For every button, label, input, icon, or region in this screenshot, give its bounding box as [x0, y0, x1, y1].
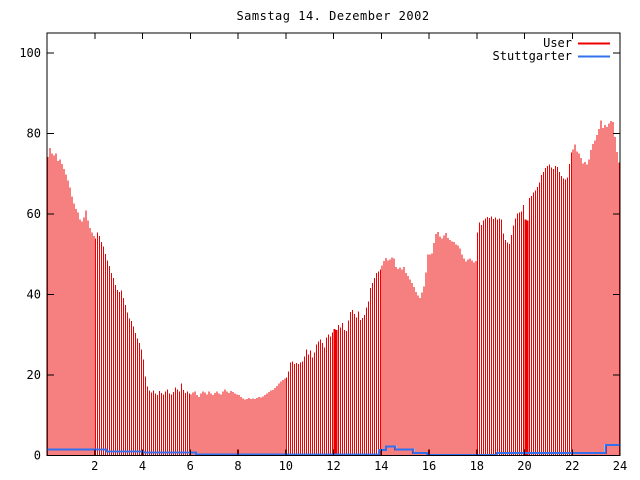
- x-tick-label: 2: [91, 459, 98, 473]
- chart-title: Samstag 14. Dezember 2002: [236, 9, 429, 23]
- legend-label-stuttgarter: Stuttgarter: [493, 49, 572, 63]
- legend-label-user: User: [543, 36, 572, 50]
- x-tick-label: 6: [187, 459, 194, 473]
- x-tick-label: 22: [565, 459, 579, 473]
- x-tick-label: 14: [374, 459, 388, 473]
- user-series-bars: [47, 120, 620, 455]
- y-tick-label: 100: [19, 46, 41, 60]
- x-tick-label: 4: [139, 459, 146, 473]
- x-tick-label: 8: [234, 459, 241, 473]
- x-tick-label: 18: [470, 459, 484, 473]
- x-tick-label: 24: [613, 459, 627, 473]
- y-tick-label: 40: [27, 288, 41, 302]
- x-tick-label: 16: [422, 459, 436, 473]
- legend: User Stuttgarter: [493, 36, 610, 63]
- y-tick-label: 60: [27, 207, 41, 221]
- y-tick-label: 80: [27, 127, 41, 141]
- plot-border-and-ticks: [46, 32, 621, 456]
- y-tick-label: 0: [34, 449, 41, 463]
- x-tick-label: 10: [279, 459, 293, 473]
- y-tick-label: 20: [27, 368, 41, 382]
- x-tick-label: 20: [517, 459, 531, 473]
- x-tick-label: 12: [326, 459, 340, 473]
- stuttgarter-series-line: [47, 444, 620, 457]
